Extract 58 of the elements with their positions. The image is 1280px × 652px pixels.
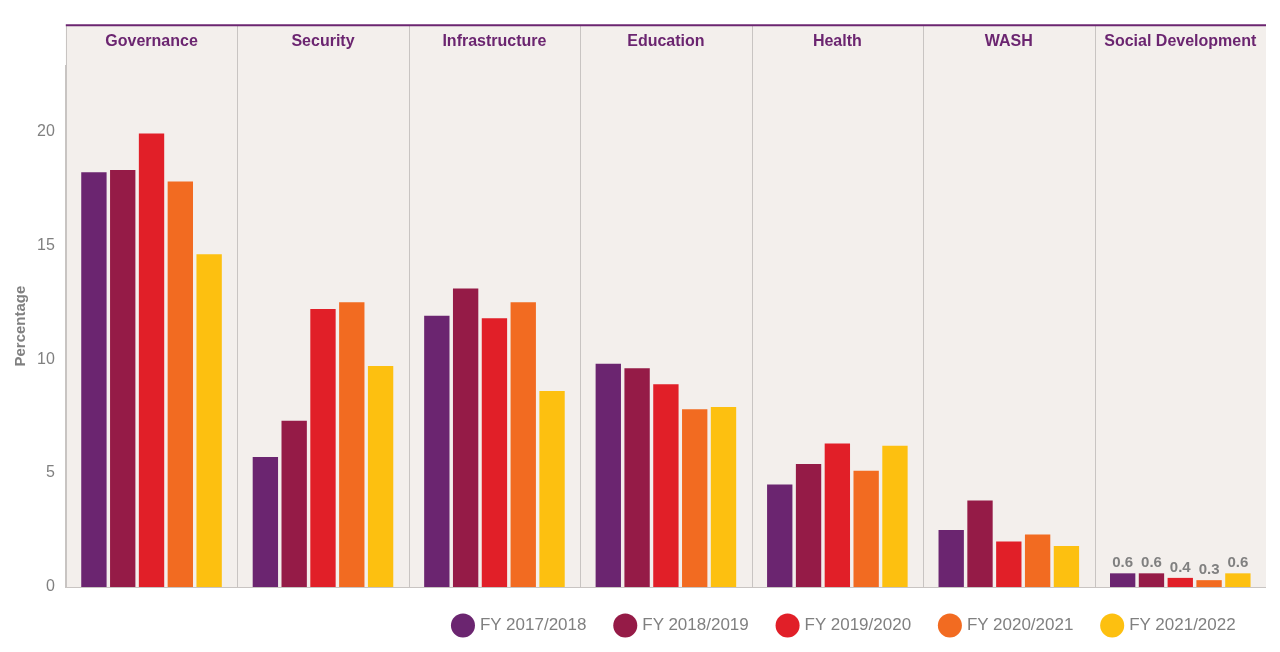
data-label: 0.4 — [1169, 557, 1192, 575]
legend-label: FY 2021/2022 — [1129, 615, 1236, 635]
bar — [1024, 534, 1051, 587]
bar — [539, 391, 565, 587]
x-tick-label: Infrastructure — [442, 32, 547, 50]
y-tick-label: 10 — [37, 349, 55, 367]
y-tick-label: 5 — [45, 463, 55, 481]
bar — [653, 384, 679, 587]
data-label: 0.6 — [1141, 552, 1162, 570]
bar — [1109, 573, 1136, 587]
data-label: 0.3 — [1198, 559, 1220, 577]
bar — [996, 541, 1022, 587]
x-tick-label: WASH — [984, 32, 1033, 50]
bar — [138, 133, 165, 587]
bar — [1196, 580, 1222, 587]
bar — [710, 406, 737, 587]
y-tick-label: 15 — [37, 235, 55, 253]
y-axis-title: Percentage — [11, 285, 29, 367]
bar — [367, 365, 394, 587]
bar — [882, 445, 908, 587]
bar — [196, 254, 222, 587]
x-tick-label: Social Development — [1104, 32, 1257, 50]
bar — [1167, 577, 1193, 587]
data-label: 0.6 — [1227, 552, 1249, 570]
bar — [481, 318, 508, 587]
bar — [339, 302, 365, 587]
bar — [310, 309, 336, 587]
bar — [853, 470, 879, 587]
bar — [252, 457, 279, 587]
data-label: 0.6 — [1112, 552, 1134, 570]
bar — [424, 315, 450, 587]
bar — [110, 170, 136, 587]
y-tick-label: 0 — [45, 577, 55, 595]
bar — [167, 181, 194, 587]
bar — [452, 288, 479, 587]
x-tick-label: Education — [627, 32, 705, 50]
bar — [595, 363, 621, 587]
bar — [967, 500, 993, 587]
x-tick-label: Health — [812, 32, 862, 50]
y-tick-label: 20 — [37, 121, 55, 139]
bar — [767, 484, 793, 587]
bar — [938, 530, 964, 587]
x-tick-label: Governance — [105, 32, 198, 50]
bar — [81, 172, 107, 587]
legend-label: FY 2017/2018 — [479, 615, 587, 635]
bar — [281, 420, 307, 587]
legend-label: FY 2020/2021 — [966, 615, 1074, 635]
bar — [1138, 573, 1165, 587]
bar — [1053, 545, 1080, 587]
x-tick-label: Security — [291, 32, 355, 50]
bar — [824, 443, 851, 587]
bar — [795, 463, 822, 587]
bar — [624, 368, 650, 587]
legend-label: FY 2018/2019 — [642, 615, 749, 635]
bar — [682, 409, 708, 587]
legend-label: FY 2019/2020 — [804, 615, 912, 635]
bar — [1225, 573, 1251, 587]
bar — [510, 302, 536, 587]
